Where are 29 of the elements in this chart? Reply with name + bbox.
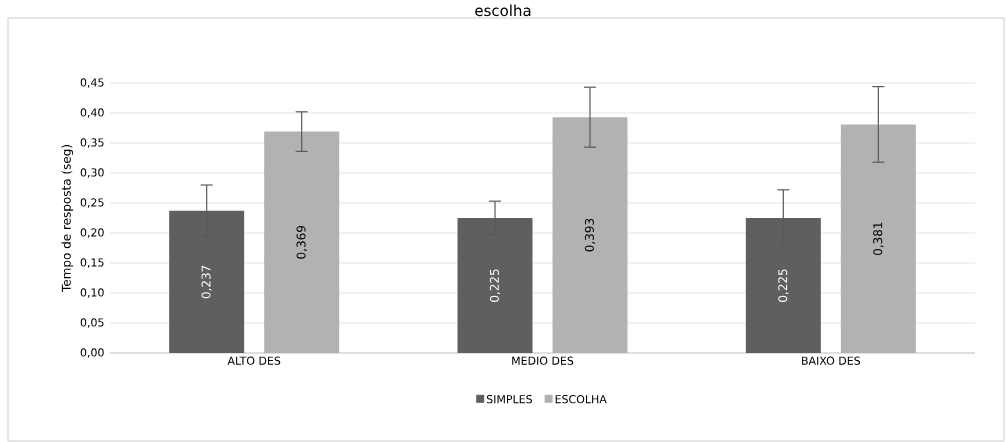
data-label: 0,225 — [778, 269, 789, 302]
bar — [264, 131, 340, 353]
bar — [552, 117, 628, 353]
data-label: 0,237 — [201, 265, 212, 299]
bar — [169, 210, 245, 353]
y-tick-label: 0,00 — [80, 348, 104, 358]
y-tick-label: 0,40 — [80, 108, 104, 118]
y-tick-label: 0,25 — [80, 198, 104, 208]
y-tick-label: 0,10 — [80, 288, 104, 298]
y-tick-label: 0,45 — [80, 78, 104, 88]
bar — [457, 218, 533, 353]
x-tick-label: ALTO DES — [227, 356, 281, 365]
x-tick-label: MEDIO DES — [512, 356, 574, 365]
data-label: 0,369 — [296, 225, 307, 259]
y-tick-label: 0,30 — [80, 168, 104, 178]
y-tick-label: 0,20 — [80, 228, 104, 238]
chart-title: escolha — [475, 4, 531, 17]
y-tick-label: 0,15 — [80, 258, 104, 268]
data-label: 0,381 — [873, 222, 884, 256]
y-axis-title: Tempo de resposta (seg) — [61, 145, 74, 293]
bar — [840, 124, 916, 353]
data-label: 0,225 — [489, 269, 501, 302]
x-tick-label: BAIXO DES — [802, 356, 861, 365]
y-tick-label: 0,05 — [80, 318, 104, 328]
legend-label: ESCOLHA — [555, 395, 607, 404]
data-label: 0,393 — [584, 218, 596, 252]
legend-label: SIMPLES — [486, 395, 532, 404]
bar — [745, 218, 821, 353]
y-tick-label: 0,35 — [80, 138, 104, 148]
